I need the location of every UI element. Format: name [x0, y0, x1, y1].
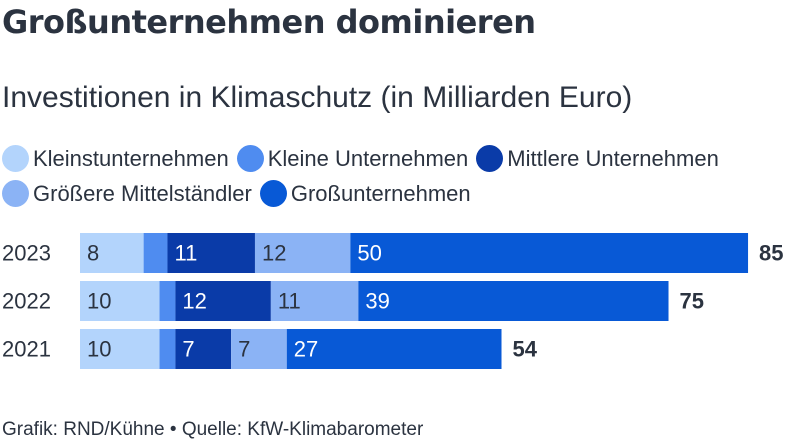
legend-swatch	[2, 180, 29, 207]
total-label: 85	[759, 241, 783, 266]
segment-value-label: 12	[182, 289, 206, 314]
segment-value-label: 12	[262, 241, 286, 266]
legend-label: Kleine Unternehmen	[267, 146, 469, 171]
segment-value-label: 39	[365, 289, 389, 314]
source-credit: Grafik: RND/Kühne • Quelle: KfW-Klimabar…	[2, 419, 424, 440]
bar-segment	[143, 233, 168, 273]
bar-segment	[80, 233, 144, 273]
bar-segment	[358, 281, 669, 321]
legend-label: Großunternehmen	[290, 181, 471, 206]
bar-segment	[231, 329, 287, 369]
bar-segment	[175, 281, 271, 321]
bar-segment	[350, 233, 749, 273]
legend-item: Größere Mittelständler	[2, 176, 252, 211]
segment-value-label: 27	[294, 337, 318, 362]
legend-item: Großunternehmen	[259, 176, 471, 211]
chart-subtitle: Investitionen in Klimaschutz (in Milliar…	[2, 81, 633, 114]
legend-swatch	[259, 180, 287, 207]
segment-value-label: 50	[357, 241, 381, 266]
legend-item: Mittlere Unternehmen	[476, 141, 719, 176]
bar-segment	[159, 329, 176, 369]
bar-segment	[80, 281, 160, 321]
year-label: 2023	[2, 241, 51, 266]
bar-segment	[80, 329, 160, 369]
segment-value-label: 11	[278, 289, 301, 314]
year-label: 2022	[2, 289, 51, 314]
segment-value-label: 8	[87, 241, 99, 266]
segment-value-label: 11	[174, 241, 197, 266]
bar-segment	[175, 329, 232, 369]
total-label: 54	[513, 337, 538, 362]
legend-item: Kleine Unternehmen	[236, 141, 469, 176]
segment-value-label: 10	[87, 337, 111, 362]
chart-title: Großunternehmen dominieren	[2, 3, 536, 41]
segment-value-label: 7	[238, 337, 250, 362]
legend-label: Größere Mittelständler	[33, 181, 252, 206]
legend-label: Mittlere Unternehmen	[507, 146, 719, 171]
segment-value-label: 10	[87, 289, 111, 314]
legend-swatch	[2, 145, 29, 172]
legend-swatch	[476, 145, 504, 172]
bar-segment	[254, 233, 351, 273]
year-label: 2021	[2, 337, 51, 362]
legend-item: Kleinstunternehmen	[2, 141, 229, 176]
legend: Kleinstunternehmen Kleine Unternehmen Mitt…	[2, 141, 762, 211]
legend-swatch	[236, 145, 264, 172]
legend-label: Kleinstunternehmen	[33, 146, 229, 171]
bar-segment	[270, 281, 359, 321]
segment-value-label: 7	[182, 337, 194, 362]
bar-segment	[286, 329, 502, 369]
bar-segment	[159, 281, 176, 321]
total-label: 75	[680, 289, 704, 314]
bar-segment	[167, 233, 255, 273]
stacked-bar-chart: 2023 8 11 12 50 85 2022 10 12 11 39 75 2021 10 7 7 27 54	[2, 233, 784, 369]
